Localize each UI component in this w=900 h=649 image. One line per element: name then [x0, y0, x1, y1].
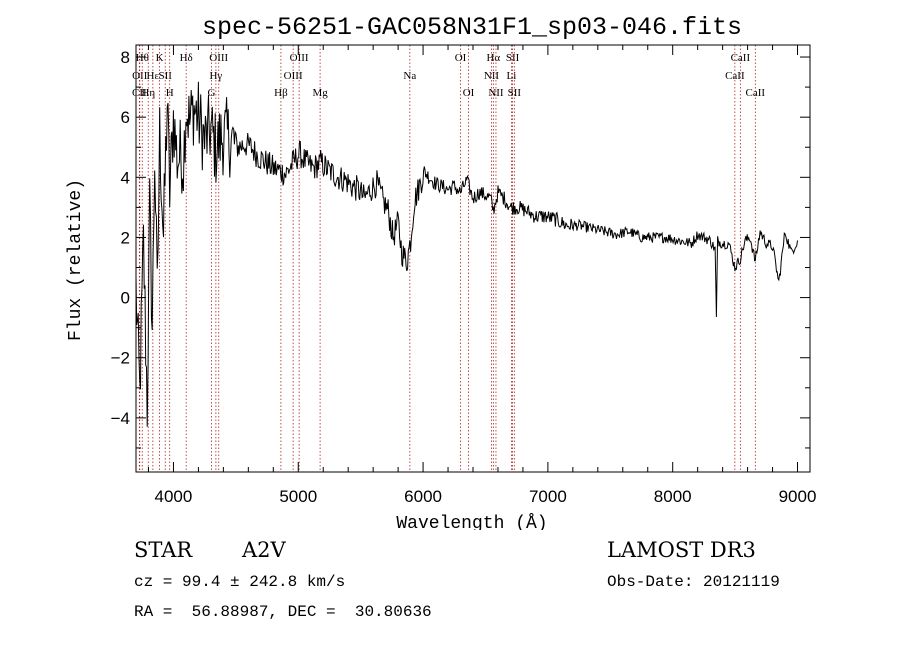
line-label-15: Mg: [312, 87, 328, 99]
x-tick-label-4: 8000: [654, 487, 692, 506]
line-label-13: OIII: [284, 70, 303, 82]
spectrum-series: [135, 81, 798, 427]
x-tick-label-3: 7000: [529, 487, 567, 506]
line-label-21: NII: [488, 87, 504, 99]
x-tick-label-2: 6000: [404, 487, 442, 506]
line-label-23: Li: [507, 70, 517, 82]
y-axis-label: Flux (relative): [66, 179, 86, 341]
line-label-24: SII: [508, 87, 522, 99]
line-label-25: CaII: [725, 70, 745, 82]
line-label-19: NII: [484, 70, 500, 82]
line-label-18: OI: [463, 87, 475, 99]
series-flux: [135, 81, 798, 427]
y-tick-label-5: 6: [121, 108, 130, 127]
spectral-class: A2V: [242, 538, 286, 562]
line-label-4: Hε: [147, 70, 160, 82]
line-label-27: CaII: [746, 87, 766, 99]
line-label-10: Hγ: [209, 70, 222, 82]
line-label-6: SII: [158, 70, 172, 82]
y-tick-label-2: 0: [121, 289, 130, 308]
chart-title: spec-56251-GAC058N31F1_sp03-046.fits: [202, 13, 742, 42]
x-axis-label: Wavelength (Å): [396, 513, 547, 530]
observation-date: Obs-Date: 20121119: [607, 573, 780, 591]
y-tick-label-3: 2: [121, 228, 130, 247]
line-label-7: H: [166, 87, 174, 99]
x-tick-label-1: 5000: [279, 487, 317, 506]
x-tick-label-0: 4000: [155, 487, 193, 506]
line-label-5: K: [156, 52, 164, 64]
line-label-14: OIII: [290, 52, 309, 64]
coordinates-readout: RA = 56.88987, DEC = 30.80636: [134, 603, 432, 621]
plot-frame: [135, 44, 811, 473]
line-label-12: Hβ: [274, 87, 288, 99]
line-label-8: Hδ: [180, 52, 193, 64]
x-axis: 4000 5000 6000 7000 8000 9000: [147, 45, 817, 506]
y-axis: −4 −2 0 2 4 6 8: [111, 48, 810, 449]
line-label-1: OII: [132, 70, 148, 82]
object-type: STAR: [134, 538, 193, 562]
line-label-26: CaII: [731, 52, 751, 64]
line-label-11: OIII: [209, 52, 228, 64]
y-tick-label-0: −4: [111, 409, 130, 428]
survey-name: LAMOST DR3: [607, 538, 756, 562]
y-tick-label-1: −2: [111, 349, 130, 368]
line-label-9: G: [208, 87, 216, 99]
y-tick-label-6: 8: [121, 48, 130, 67]
x-tick-label-5: 9000: [779, 487, 817, 506]
line-label-2: Hθ: [136, 52, 149, 64]
spectrum-plot: spec-56251-GAC058N31F1_sp03-046.fits CII…: [66, 13, 817, 530]
line-label-20: Hα: [486, 52, 500, 64]
line-label-16: Na: [403, 70, 416, 82]
line-label-22: SII: [506, 52, 520, 64]
line-label-17: OI: [455, 52, 467, 64]
redshift-readout: cz = 99.4 ± 242.8 km/s: [134, 573, 346, 591]
y-tick-label-4: 4: [121, 168, 130, 187]
line-label-3: Hη: [141, 87, 155, 99]
